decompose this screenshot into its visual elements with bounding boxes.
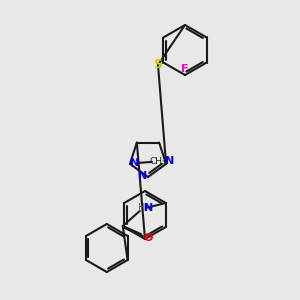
Text: F: F xyxy=(181,64,189,74)
Text: N: N xyxy=(138,171,148,181)
Text: N: N xyxy=(144,203,153,213)
Text: N: N xyxy=(165,156,175,166)
Text: H: H xyxy=(138,203,146,213)
Text: S: S xyxy=(154,58,163,71)
Text: O: O xyxy=(143,233,152,243)
Text: N: N xyxy=(130,158,140,168)
Text: CH₃: CH₃ xyxy=(150,158,166,166)
